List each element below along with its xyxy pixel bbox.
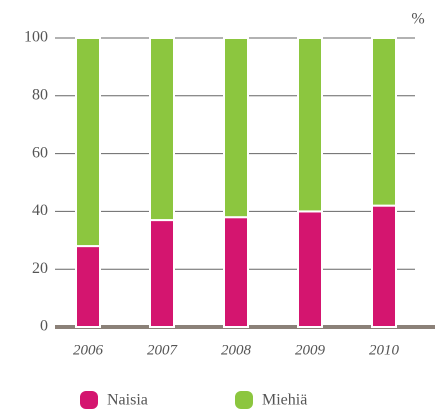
y-tick-label: 100: [24, 29, 48, 46]
bar-segment: [297, 37, 323, 213]
x-tick-label: 2008: [221, 342, 252, 358]
x-tick-label: 2007: [147, 342, 179, 358]
y-tick-label: 40: [32, 202, 48, 219]
y-axis-unit: %: [411, 11, 424, 28]
legend-marker: [235, 391, 253, 409]
x-tick-label: 2009: [295, 342, 326, 358]
bar-segment: [297, 210, 323, 328]
x-tick-label: 2010: [369, 342, 400, 358]
legend-label: Miehiä: [262, 392, 307, 409]
bar-segment: [75, 37, 101, 248]
bar-segment: [371, 204, 397, 328]
y-tick-label: 20: [32, 260, 48, 277]
bar-segment: [223, 37, 249, 219]
x-tick-label: 2006: [73, 342, 104, 358]
y-tick-label: 60: [32, 144, 48, 161]
bar-segment: [371, 37, 397, 207]
bar-segment: [75, 245, 101, 328]
bar-segment: [149, 219, 175, 329]
y-tick-label: 80: [32, 86, 48, 103]
legend-marker: [80, 391, 98, 409]
legend-label: Naisia: [107, 392, 148, 409]
bar-segment: [149, 37, 175, 222]
y-tick-label: 0: [40, 318, 48, 335]
bar-segment: [223, 216, 249, 328]
